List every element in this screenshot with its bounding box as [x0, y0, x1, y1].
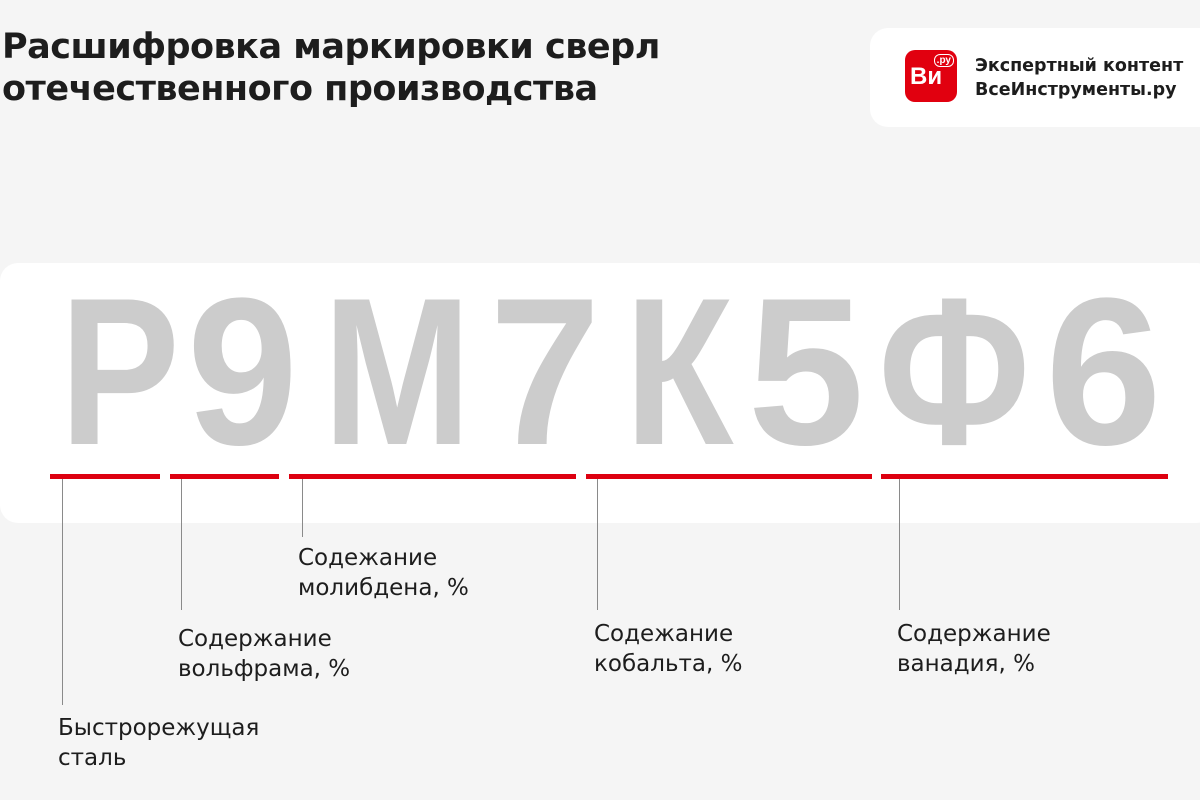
label-steel: Быстрорежущая сталь	[58, 713, 259, 773]
label-vanadium: Содержание ванадия, %	[897, 619, 1051, 679]
brand-text: Экспертный контент ВсеИнструменты.ру	[975, 54, 1183, 102]
marking-letter: 6	[1045, 254, 1162, 489]
label-molybdenum: Содежание молибдена, %	[298, 543, 469, 603]
marking-letter: Ф	[878, 254, 1031, 489]
label-line: ванадия, %	[897, 651, 1035, 677]
marking-letter: М	[322, 254, 472, 489]
leader-line	[62, 479, 63, 705]
label-line: сталь	[58, 745, 127, 771]
title-line-2: отечественного производства	[2, 69, 598, 109]
marking-card	[0, 263, 1200, 523]
label-line: вольфрама, %	[178, 656, 351, 682]
label-line: Быстрорежущая	[58, 715, 260, 741]
marking-letter: К	[624, 254, 734, 489]
marking-letter: 9	[187, 254, 298, 489]
brand-line-1: Экспертный контент	[975, 56, 1184, 76]
marking-letter: Р	[59, 254, 180, 489]
label-tungsten: Содержание вольфрама, %	[178, 624, 350, 684]
leader-line	[899, 479, 900, 610]
underline-cobalt	[586, 474, 872, 479]
brand-line-2: ВсеИнструменты.ру	[975, 80, 1177, 100]
label-line: Содежание	[594, 621, 734, 647]
underline-molybdenum	[289, 474, 576, 479]
logo-badge: .ру	[933, 54, 954, 67]
brand-logo-icon: Ви .ру	[905, 50, 957, 102]
marking-letter: 7	[489, 254, 601, 489]
label-line: Содержание	[178, 626, 332, 652]
leader-line	[597, 479, 598, 610]
underline-tungsten	[170, 474, 279, 479]
leader-line	[181, 479, 182, 610]
marking-letter: 5	[747, 254, 865, 489]
underline-steel	[50, 474, 160, 479]
label-line: молибдена, %	[298, 575, 469, 601]
label-line: Содежание	[298, 545, 438, 571]
title-line-1: Расшифровка маркировки сверл	[2, 27, 660, 67]
label-line: Содержание	[897, 621, 1051, 647]
brand-badge: Ви .ру Экспертный контент ВсеИнструменты…	[870, 28, 1200, 127]
logo-text: Ви	[910, 63, 943, 90]
label-line: кобальта, %	[594, 651, 743, 677]
leader-line	[302, 479, 303, 537]
page-title: Расшифровка маркировки сверл отечественн…	[2, 26, 660, 110]
label-cobalt: Содежание кобальта, %	[594, 619, 742, 679]
underline-vanadium	[881, 474, 1168, 479]
